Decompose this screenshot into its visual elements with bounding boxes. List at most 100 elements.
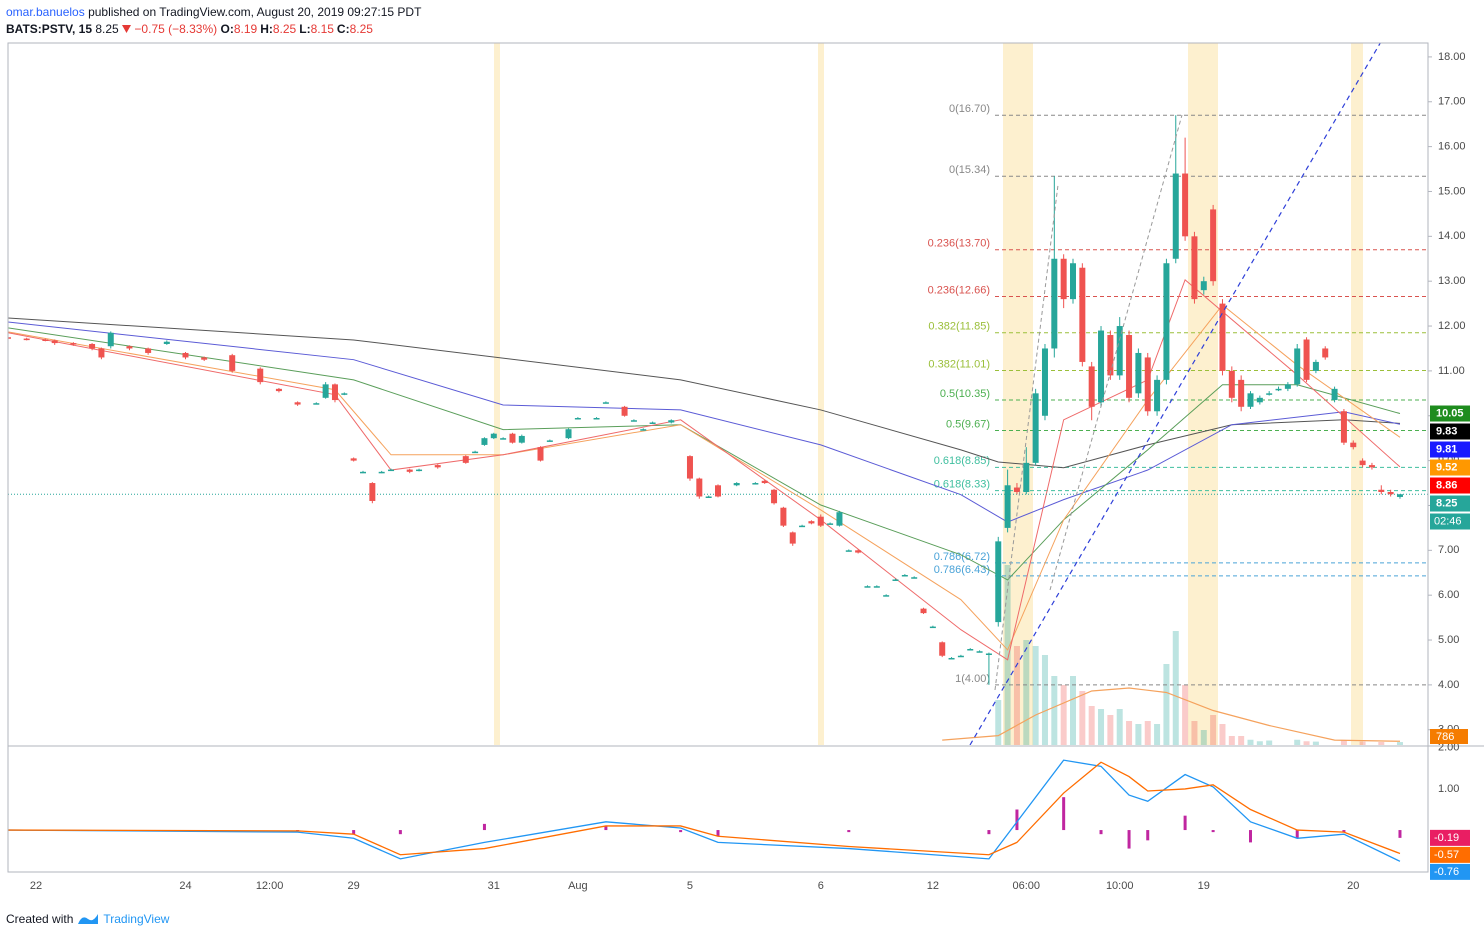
price-label: 8.86 (1436, 479, 1457, 491)
volume-bar (1228, 736, 1235, 745)
candle-body (163, 341, 170, 344)
macd-label-box (1430, 863, 1470, 880)
volume-bar (995, 700, 1002, 745)
moving-average (8, 327, 1401, 581)
candle-body (911, 577, 918, 579)
header: omar.banuelos published on TradingView.c… (6, 4, 421, 38)
candle-body (1312, 361, 1319, 371)
y-tick-label: 17.00 (1438, 96, 1466, 108)
volume-bar (1004, 565, 1011, 745)
candle-body (1163, 263, 1170, 380)
volume-label-box (1430, 729, 1468, 744)
x-tick-label: 10:00 (1106, 880, 1134, 892)
volume-bar (1396, 742, 1403, 745)
candle-body (1387, 492, 1394, 495)
candle-body (42, 339, 49, 341)
candle-body (752, 483, 759, 485)
candle-body (761, 480, 768, 484)
candle-body (1032, 393, 1039, 463)
candle-body (388, 469, 395, 472)
candle-body (920, 608, 927, 614)
volume-bar (1051, 676, 1058, 745)
candle-body (686, 456, 693, 479)
candle-body (733, 483, 740, 486)
macd-histogram-bar (1146, 830, 1150, 841)
candle-body (294, 402, 301, 405)
candle-body (1200, 281, 1207, 291)
x-tick-label: 12:00 (256, 880, 284, 892)
x-tick-label: 24 (179, 880, 191, 892)
candle-body (1013, 487, 1020, 493)
candle-body (378, 471, 385, 474)
volume-bar (1238, 736, 1245, 745)
candle-body (98, 348, 105, 358)
volume-bar (1013, 646, 1020, 745)
ohlc-value: 8.15 (310, 22, 334, 36)
price-label-box (1430, 459, 1470, 476)
volume-bar (1135, 724, 1142, 745)
candle-body (883, 595, 890, 597)
y-tick-label: 15.00 (1438, 185, 1466, 197)
candle-body (995, 541, 1002, 623)
candle-body (8, 337, 11, 339)
candle-body (322, 384, 329, 398)
candle-body (1154, 379, 1161, 412)
candle-body (537, 447, 544, 461)
candle-body (901, 574, 908, 577)
candle-body (1172, 173, 1179, 259)
price-label: 8.25 (1436, 497, 1457, 509)
candle-body (70, 343, 77, 345)
y2-tick-label: 1.00 (1438, 783, 1459, 795)
volume-bar (1032, 646, 1039, 745)
candle-body (873, 586, 880, 588)
volume-bar (1098, 709, 1105, 745)
candle-body (985, 653, 992, 655)
candle-body (509, 433, 516, 443)
ohlc: O:8.19 H:8.25 L:8.15 C:8.25 (221, 22, 376, 36)
brand[interactable]: TradingView (103, 912, 170, 926)
fib-label: 0.618(8.85) (934, 455, 990, 467)
candle-body (1135, 352, 1142, 394)
candle-body (1322, 348, 1329, 358)
volume-ma (942, 687, 1400, 742)
candle-body (1210, 209, 1217, 282)
candle-body (1266, 393, 1273, 395)
volume-bar (1023, 640, 1030, 745)
macd-histogram-bar (1342, 830, 1346, 833)
macd-histogram-bar (1183, 815, 1187, 831)
last-price: 8.25 (95, 22, 119, 36)
fib-label: 0.618(8.33) (934, 479, 990, 491)
candle-body (406, 469, 413, 472)
author[interactable]: omar.banuelos (6, 5, 85, 19)
footer: Created with TradingView (6, 912, 169, 926)
session-band (1351, 43, 1363, 745)
candle-body (640, 429, 647, 431)
y2-tick-label: 2.00 (1438, 742, 1459, 754)
y-tick-label: 7.00 (1438, 544, 1459, 556)
y-tick-label: 18.00 (1438, 51, 1466, 63)
volume-bar (1219, 724, 1226, 745)
volume-bar (1303, 741, 1310, 745)
y-tick-label: 11.00 (1438, 365, 1465, 377)
candle-body (490, 433, 497, 439)
ohlc-key: H: (260, 22, 273, 36)
candle-body (1331, 388, 1338, 401)
fib-label: 0.786(6.72) (934, 551, 990, 563)
x-tick-label: 20 (1347, 880, 1359, 892)
y-tick-label: 6.00 (1438, 589, 1459, 601)
price-label-box (1430, 423, 1470, 440)
y-tick-label: 12.00 (1438, 320, 1466, 332)
candle-body (602, 402, 609, 404)
trend-line (969, 43, 1381, 745)
volume-bar (1126, 721, 1133, 745)
publish-line: omar.banuelos published on TradingView.c… (6, 4, 421, 21)
macd-histogram-bar (1062, 797, 1066, 831)
session-band (494, 43, 500, 745)
candle-body (275, 388, 282, 392)
candle-body (416, 469, 423, 472)
candle-body (472, 451, 479, 454)
candle-body (126, 346, 133, 349)
candle-body (649, 422, 656, 424)
candle-body (1294, 348, 1301, 385)
fib-label: 0.236(12.66) (928, 284, 990, 296)
